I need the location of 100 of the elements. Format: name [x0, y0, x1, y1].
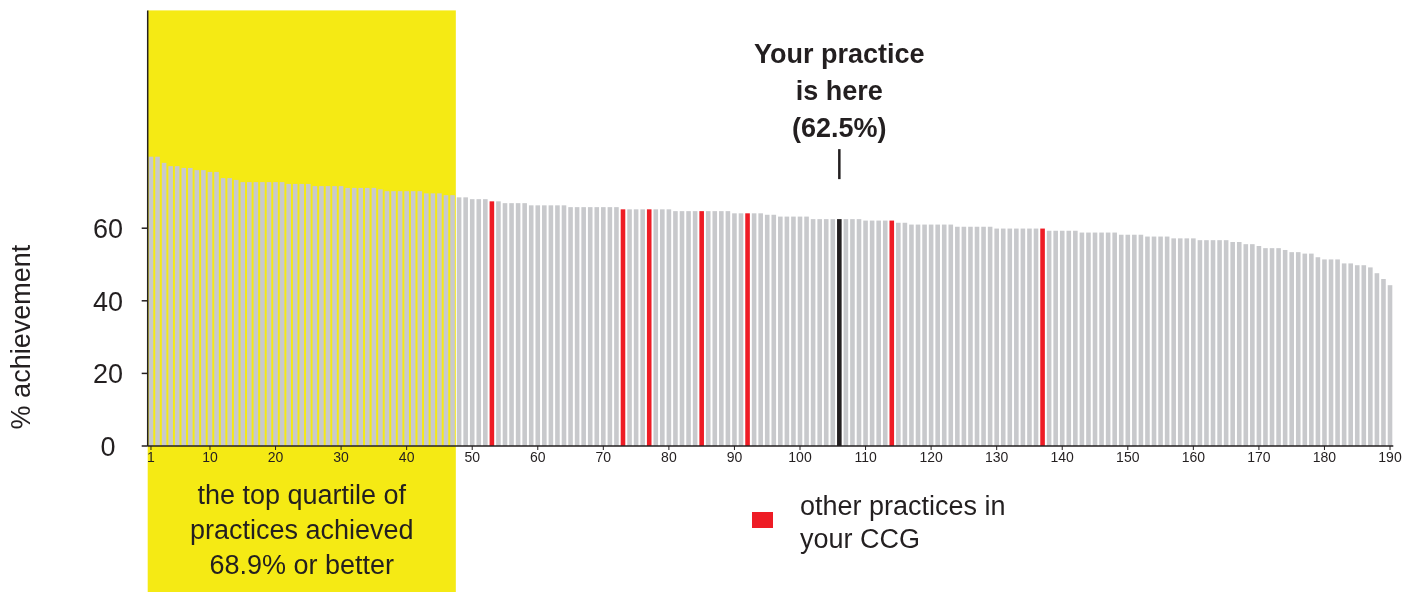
bar	[1230, 241, 1235, 446]
bar	[791, 216, 796, 446]
y-axis-title: % achievement	[6, 244, 36, 430]
bar	[345, 187, 350, 446]
bar	[640, 209, 645, 446]
bar	[437, 193, 442, 446]
x-tick-label: 1	[147, 449, 156, 465]
y-tick-label: 0	[100, 432, 116, 462]
bar	[227, 178, 232, 446]
bar	[778, 216, 783, 446]
x-tick-label: 40	[398, 449, 415, 465]
bar	[391, 191, 396, 446]
bar	[1086, 232, 1091, 446]
bar	[955, 226, 960, 446]
bar	[378, 189, 383, 446]
x-tick-label: 80	[661, 449, 677, 465]
bar	[332, 186, 337, 446]
bar	[463, 197, 468, 446]
bar	[1348, 263, 1353, 446]
bar	[673, 211, 678, 446]
bar	[882, 220, 888, 446]
bar	[804, 216, 809, 446]
bar	[1099, 232, 1104, 446]
bar	[909, 224, 914, 446]
bar	[1053, 230, 1058, 446]
bar	[542, 205, 547, 446]
bar	[850, 219, 855, 446]
bar	[745, 213, 750, 446]
bar	[758, 213, 763, 446]
bar	[994, 228, 999, 446]
bar	[1381, 279, 1386, 446]
bar	[555, 205, 560, 446]
bar	[450, 195, 455, 446]
y-tick-label: 40	[92, 286, 124, 317]
bar	[1276, 248, 1281, 446]
bar	[168, 166, 173, 446]
bar	[188, 167, 193, 446]
bar	[653, 209, 659, 446]
bar	[686, 211, 691, 446]
x-tick-label: 190	[1378, 449, 1402, 465]
x-tick-label: 160	[1181, 449, 1206, 465]
bar	[299, 183, 305, 446]
x-tick-label: 50	[464, 449, 481, 465]
x-tick-label: 130	[985, 449, 1009, 465]
bar	[247, 182, 252, 446]
bar	[601, 207, 606, 446]
bar	[1145, 236, 1150, 446]
x-tick-label: 150	[1116, 449, 1140, 465]
bar	[1263, 248, 1268, 446]
bar	[699, 211, 704, 446]
legend-label: other practices in your CCG	[800, 491, 1006, 554]
x-tick-label: 20	[267, 449, 284, 465]
bar	[1217, 240, 1222, 446]
x-tick-label: 70	[595, 449, 612, 465]
bar	[273, 182, 278, 446]
band-label: the top quartile of practices achieved 68.9% or better	[189, 480, 414, 580]
x-tick-label: 10	[202, 449, 218, 465]
bar	[719, 211, 724, 446]
bar	[863, 220, 868, 446]
bar	[365, 187, 370, 446]
bar	[889, 220, 895, 446]
bar	[1040, 228, 1045, 446]
x-tick-label: 110	[854, 449, 877, 465]
bar	[1322, 259, 1327, 446]
bar	[817, 219, 822, 446]
bar	[660, 209, 665, 446]
bar	[1112, 232, 1117, 446]
bar	[1073, 230, 1078, 446]
bar	[732, 213, 737, 446]
bar	[981, 226, 986, 446]
bar	[1027, 228, 1032, 446]
y-tick-label: 60	[92, 214, 124, 245]
bar	[1236, 241, 1242, 446]
bar	[240, 182, 246, 446]
bar	[424, 193, 429, 446]
x-tick-label: 30	[333, 449, 350, 465]
x-tick-label: 180	[1312, 449, 1337, 465]
bar	[1204, 240, 1209, 446]
bar	[509, 203, 514, 446]
bar	[1191, 238, 1196, 446]
bar	[1158, 236, 1163, 446]
bar	[1368, 267, 1373, 446]
annotation: Your practice is here (62.5%)	[754, 39, 925, 144]
bar	[922, 224, 927, 446]
bar	[1354, 265, 1360, 446]
bar	[181, 167, 187, 446]
bar	[646, 209, 652, 446]
bar	[306, 183, 311, 446]
x-tick-label: 170	[1247, 449, 1271, 465]
bar	[260, 182, 265, 446]
x-tick-label: 120	[919, 449, 944, 465]
bar	[286, 183, 291, 446]
x-tick-label: 100	[788, 449, 812, 465]
bar	[876, 220, 881, 446]
bar	[483, 199, 488, 446]
bar	[614, 207, 619, 446]
x-tick-label: 90	[726, 449, 743, 465]
bar	[581, 207, 586, 446]
x-tick-label: 140	[1050, 449, 1075, 465]
bar	[627, 209, 632, 446]
